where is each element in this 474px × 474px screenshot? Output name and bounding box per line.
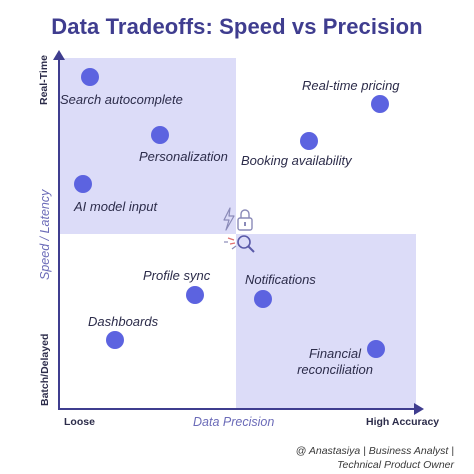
y-axis-arrow — [53, 50, 65, 60]
magnifier-icon — [237, 235, 255, 253]
credit-text: @ Anastasiya | Business Analyst | Techni… — [296, 444, 454, 472]
y-axis-line — [58, 58, 60, 410]
point-dot — [186, 286, 204, 304]
point-dot — [81, 68, 99, 86]
x-axis-right-label: High Accuracy — [366, 416, 440, 428]
point-label: Profile sync — [143, 268, 211, 283]
quadrant-slow-accurate — [236, 234, 416, 409]
x-axis-left-label: Loose — [64, 416, 95, 428]
sparkle-icon — [224, 237, 237, 250]
point-label: Personalization — [139, 149, 228, 164]
point-dot — [151, 126, 169, 144]
x-axis-arrow — [414, 403, 424, 415]
point-dot — [254, 290, 272, 308]
diagram-title: Data Tradeoffs: Speed vs Precision — [51, 14, 423, 39]
x-axis-line — [58, 408, 416, 410]
credit-line: Technical Product Owner — [337, 459, 454, 471]
point-dot — [106, 331, 124, 349]
center-icon-group — [223, 207, 255, 253]
x-axis-title: Data Precision — [193, 415, 275, 429]
point-label: Notifications — [245, 272, 316, 287]
point-dot — [300, 132, 318, 150]
point-dot — [74, 175, 92, 193]
point-label: AI model input — [74, 199, 158, 214]
point-dot — [367, 340, 385, 358]
point-label: Real-time pricing — [302, 78, 400, 93]
y-axis-title: Speed / Latency — [38, 189, 52, 280]
lock-icon — [237, 209, 253, 231]
credit-line: @ Anastasiya | Business Analyst | — [295, 445, 454, 457]
point-label: Dashboards — [88, 314, 159, 329]
point-label: Search autocomplete — [60, 92, 183, 107]
point-dot — [371, 95, 389, 113]
point-label: Booking availability — [241, 153, 352, 168]
y-axis-bottom-label: Batch/Delayed — [39, 333, 51, 406]
point-label: Financial reconciliation — [297, 346, 373, 377]
quadrant-fast-loose — [60, 58, 236, 234]
lightning-icon — [223, 207, 235, 231]
y-axis-top-label: Real-Time — [38, 55, 50, 105]
